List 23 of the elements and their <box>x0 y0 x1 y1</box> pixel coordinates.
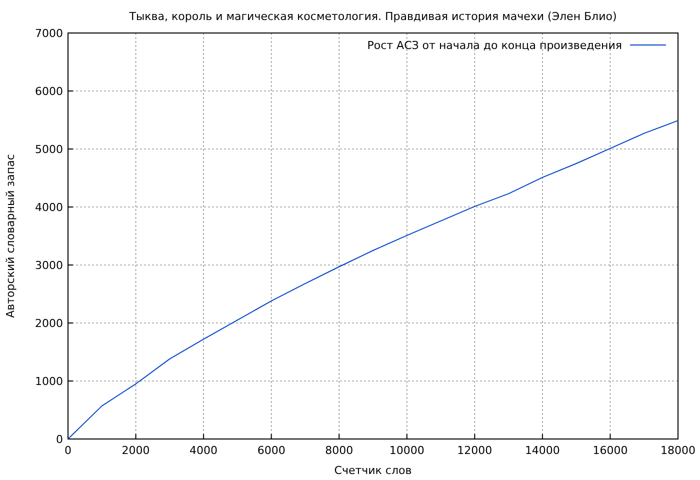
y-tick-label: 4000 <box>35 201 63 214</box>
x-axis-title: Счетчик слов <box>334 464 412 477</box>
x-tick-label: 8000 <box>325 444 354 457</box>
x-tick-label: 18000 <box>660 444 696 457</box>
x-tick-label: 2000 <box>122 444 150 457</box>
y-axis-title: Авторский словарный запас <box>4 154 17 318</box>
x-tick-label: 12000 <box>457 444 492 457</box>
x-tick-label: 14000 <box>524 444 560 457</box>
x-tick-label: 0 <box>64 444 72 457</box>
x-tick-label: 4000 <box>190 444 218 457</box>
y-tick-label: 6000 <box>35 85 63 98</box>
chart-title: Тыква, король и магическая косметология. Правдивая история мачехи (Элен Блио) <box>128 10 617 23</box>
y-tick-label: 0 <box>56 433 63 446</box>
x-tick-label: 10000 <box>389 444 424 457</box>
y-tick-label: 3000 <box>35 259 63 272</box>
y-tick-label: 2000 <box>35 317 63 330</box>
x-tick-label: 16000 <box>592 444 628 457</box>
y-tick-label: 5000 <box>35 143 63 156</box>
legend-label: Рост АСЗ от начала до конца произведения <box>367 39 622 52</box>
y-tick-label: 7000 <box>35 27 63 40</box>
line-series <box>68 120 678 440</box>
y-tick-label: 1000 <box>35 375 63 388</box>
x-tick-label: 6000 <box>257 444 286 457</box>
